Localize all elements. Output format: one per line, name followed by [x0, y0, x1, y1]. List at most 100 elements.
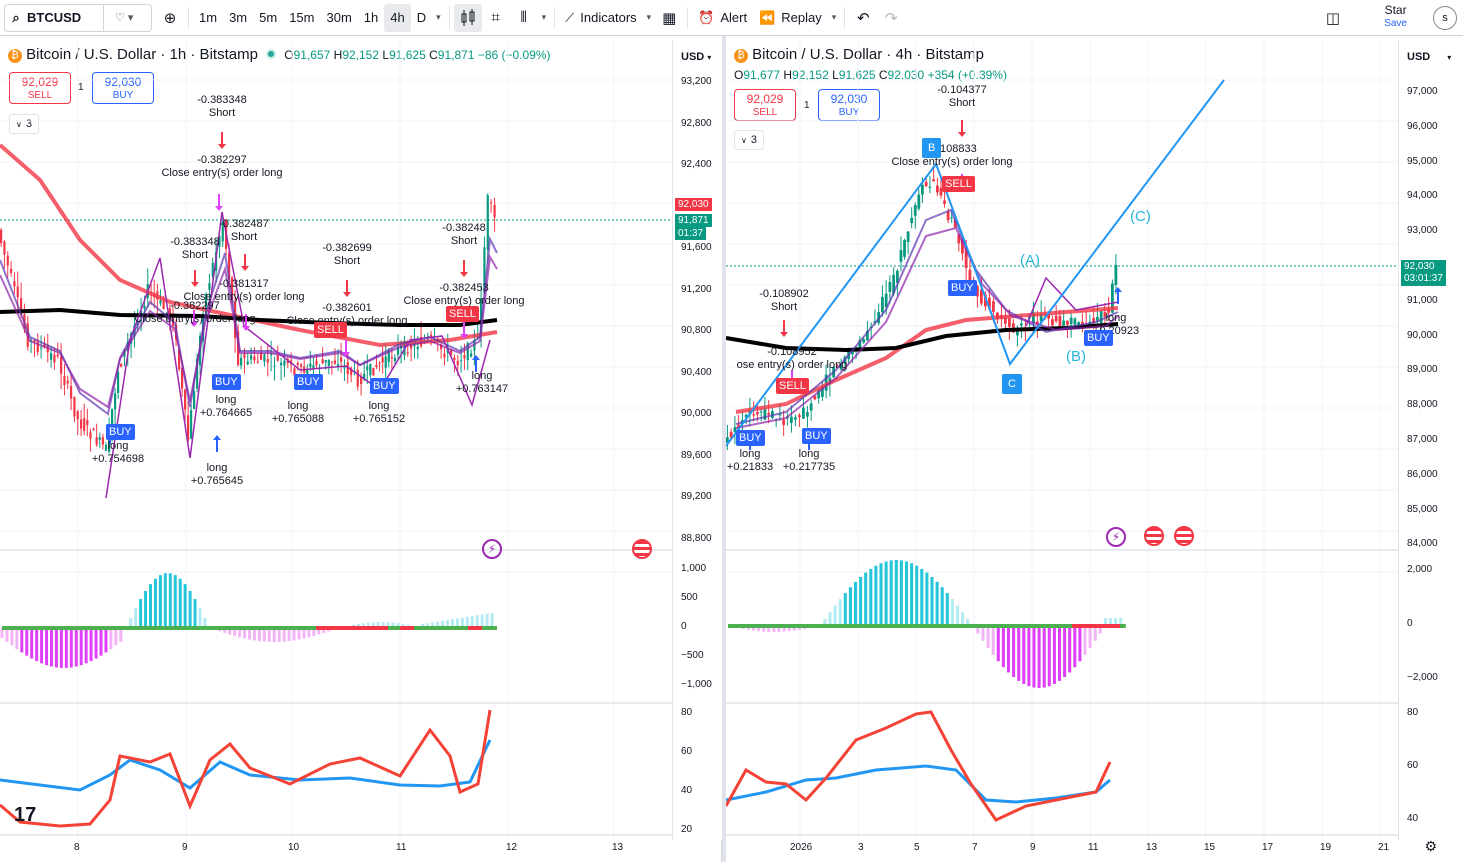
right-chart-canvas[interactable] — [726, 40, 1398, 862]
timeframe-D[interactable]: D — [416, 10, 427, 25]
candle — [208, 283, 211, 290]
indicators-button[interactable]: ⟋ Indicators — [559, 4, 642, 32]
left-qty[interactable]: 1 — [78, 82, 84, 93]
us-flag-icon[interactable] — [1174, 526, 1194, 546]
bar-chart-icon[interactable]: ⫴ — [520, 9, 527, 26]
candle — [40, 347, 43, 349]
candle — [493, 204, 496, 218]
avatar[interactable]: s — [1433, 6, 1457, 30]
left-close-tag: 91,871 — [675, 214, 712, 227]
candle — [821, 386, 824, 397]
candle — [340, 357, 343, 362]
candle — [3, 241, 6, 255]
timeframe-1m[interactable]: 1m — [199, 10, 218, 25]
symbol-name: BTCUSD — [27, 10, 82, 25]
right-currency-selector[interactable]: USD ▾ — [1407, 51, 1452, 63]
alert-button[interactable]: ⏰ Alert — [692, 4, 753, 32]
timeframe-chevron-down-icon[interactable]: ▾ — [436, 12, 441, 22]
candle — [336, 364, 340, 368]
timeframe-3m[interactable]: 3m — [229, 10, 248, 25]
chevron-down-icon: ▾ — [1447, 53, 1452, 62]
timeframe-15m[interactable]: 15m — [289, 10, 315, 25]
candle — [851, 352, 854, 355]
candle — [756, 412, 759, 415]
right-sell-button[interactable]: 92,029 SELL — [734, 89, 796, 121]
bolt-icon[interactable]: ⚡ — [482, 539, 502, 559]
redo-icon[interactable]: ↷ — [885, 9, 898, 27]
candle — [950, 217, 954, 219]
compare-icon[interactable]: ♡ ▾ — [114, 12, 134, 24]
candle — [36, 340, 39, 353]
symbol-search[interactable]: ⌕ BTCUSD ♡ ▾ — [4, 3, 152, 32]
trade-annotation: -0.382297 Close entry(s) order long — [134, 300, 256, 325]
us-flag-icon[interactable] — [632, 539, 652, 559]
us-flag-icon[interactable] — [1144, 526, 1164, 546]
right-chart-pane[interactable]: ₿ Bitcoin / U.S. Dollar · 4h · Bitstamp … — [726, 40, 1463, 862]
candle — [30, 339, 33, 341]
replay-button[interactable]: ⏪ Replay — [753, 4, 828, 32]
left-chart-header: ₿ Bitcoin / U.S. Dollar · 1h · Bitstamp … — [8, 46, 551, 63]
settings-gear-icon[interactable]: ⚙ — [1424, 838, 1437, 854]
left-chart-canvas[interactable] — [0, 40, 672, 862]
candle — [802, 407, 805, 419]
chart-type-icon[interactable]: ⌗ — [491, 9, 500, 26]
candle — [884, 293, 888, 308]
candle — [120, 364, 123, 367]
candle — [63, 375, 66, 386]
timeframe-5m[interactable]: 5m — [259, 10, 278, 25]
left-last-price-tag: 92,030 — [675, 198, 712, 211]
pane-divider[interactable] — [722, 36, 726, 862]
star-label: Star — [1384, 3, 1407, 17]
candle — [89, 432, 92, 439]
candle — [114, 393, 117, 410]
timeframe-1h[interactable]: 1h — [363, 10, 379, 25]
candle — [767, 413, 771, 415]
candle — [943, 200, 946, 205]
candle — [817, 389, 821, 399]
market-open-icon — [266, 49, 277, 59]
left-countdown: 01:37 — [675, 227, 707, 240]
left-sell-button[interactable]: 92,029 SELL — [9, 72, 71, 104]
right-price-axis[interactable]: USD ▾ 97,000 96,000 95,000 94,000 93,000 92,0… — [1398, 40, 1463, 840]
add-symbol-icon[interactable]: ⊕ — [163, 9, 177, 27]
undo-icon[interactable]: ↶ — [857, 9, 870, 27]
right-last-price-tag: 92,030 03:01:37 — [1401, 260, 1446, 286]
right-indicator-toggle[interactable]: ∨ 3 — [734, 130, 764, 150]
right-ohlc: O91,677 H92,152 L91,625 C92,030 +354 (+0… — [734, 68, 1007, 82]
indicators-chevron-down-icon[interactable]: ▾ — [646, 12, 652, 22]
trade-annotation: long +0.765645 — [190, 462, 244, 487]
replay-chevron-down-icon[interactable]: ▾ — [831, 12, 837, 22]
left-price-axis[interactable]: USD ▾ 93,20092,80092,40092,00091,60091,2… — [672, 40, 722, 840]
panel-layout-icon[interactable]: ◫ — [1325, 9, 1341, 27]
candle — [763, 409, 767, 420]
layout-grid-icon[interactable]: ▦ — [662, 9, 677, 27]
candle — [1008, 318, 1011, 327]
candle — [10, 268, 13, 273]
left-buy-button[interactable]: 92,030 BUY — [92, 72, 154, 104]
candle — [266, 359, 269, 363]
chart-type-chevron-down-icon[interactable]: ▾ — [541, 12, 547, 22]
trade-annotation: -0.38248 Short — [442, 222, 486, 247]
candles-icon[interactable] — [453, 3, 482, 32]
right-time-tick: 15 — [1204, 842, 1216, 853]
left-chart-pane[interactable]: ₿ Bitcoin / U.S. Dollar · 1h · Bitstamp … — [0, 40, 722, 862]
bolt-icon[interactable]: ⚡ — [1106, 527, 1126, 547]
left-currency-selector[interactable]: USD ▾ — [681, 51, 712, 63]
candle — [273, 365, 276, 367]
candle — [917, 194, 921, 209]
left-macd-tick: 0 — [681, 621, 687, 632]
candle — [253, 356, 256, 361]
left-indicator-toggle[interactable]: ∨ 3 — [9, 114, 39, 134]
candle — [372, 367, 375, 376]
star-save-button[interactable]: Star Save — [1384, 4, 1407, 30]
trade-annotation: long +0.21833 — [726, 448, 774, 473]
right-qty[interactable]: 1 — [804, 100, 810, 111]
candle — [324, 360, 327, 363]
candle — [443, 353, 446, 358]
candle — [440, 344, 443, 350]
chevron-down-icon: ▾ — [707, 53, 712, 62]
candle — [906, 231, 910, 243]
timeframe-4h[interactable]: 4h — [384, 3, 411, 32]
candle — [6, 255, 9, 266]
timeframe-30m[interactable]: 30m — [326, 10, 352, 25]
